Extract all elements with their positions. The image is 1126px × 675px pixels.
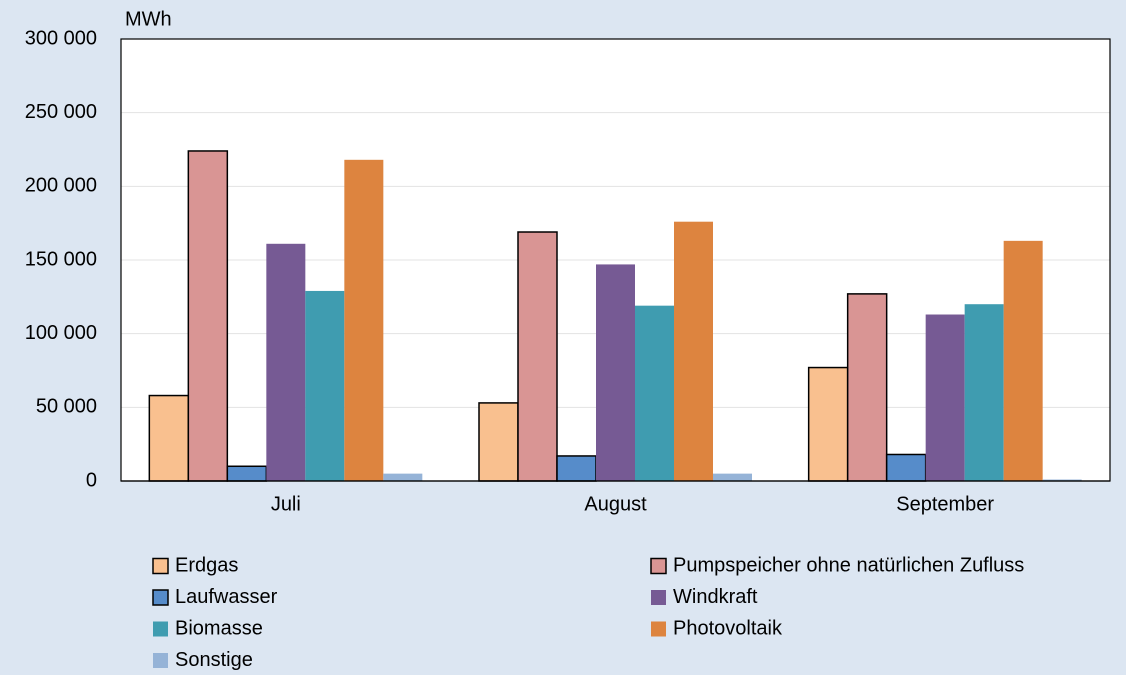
legend-label: Photovoltaik — [673, 617, 783, 639]
bar — [635, 305, 674, 481]
bar — [1003, 240, 1043, 481]
legend-swatch — [153, 621, 168, 637]
bar — [383, 473, 423, 481]
bar — [148, 394, 190, 482]
x-tick-label: Juli — [271, 493, 301, 515]
bar — [344, 159, 384, 481]
bar — [964, 304, 1004, 481]
legend-label: Windkraft — [673, 586, 758, 608]
legend-swatch — [650, 557, 667, 575]
bar — [517, 231, 558, 482]
bar — [187, 150, 229, 482]
bar — [846, 293, 888, 482]
bar — [807, 366, 849, 482]
y-tick-label: 150 000 — [25, 248, 97, 270]
y-tick-label: 100 000 — [25, 322, 97, 344]
legend-label: Pumpspeicher ohne natürlichen Zufluss — [673, 554, 1024, 576]
legend-swatch — [651, 621, 666, 637]
y-tick-label: 250 000 — [25, 101, 97, 123]
bar — [713, 473, 752, 481]
y-tick-label: 300 000 — [25, 27, 97, 49]
legend-swatch — [152, 557, 169, 575]
y-axis-label: MWh — [125, 8, 172, 30]
x-tick-label: August — [584, 493, 647, 515]
bar — [556, 455, 597, 482]
legend-swatch — [152, 589, 169, 606]
bar — [226, 465, 268, 482]
y-tick-label: 50 000 — [36, 396, 97, 418]
bar — [674, 221, 713, 481]
bar — [266, 243, 306, 481]
bar — [596, 264, 635, 481]
legend-swatch — [153, 653, 168, 668]
y-tick-label: 200 000 — [25, 175, 97, 197]
bar — [1042, 479, 1082, 481]
bar — [925, 314, 965, 481]
legend-label: Laufwasser — [175, 586, 278, 608]
x-tick-label: September — [896, 493, 994, 515]
legend-label: Erdgas — [175, 554, 238, 576]
legend-label: Sonstige — [175, 649, 253, 671]
bar — [305, 290, 345, 481]
bar — [885, 453, 927, 482]
y-tick-label: 0 — [86, 469, 97, 491]
legend-swatch — [651, 590, 666, 605]
bar — [478, 402, 519, 482]
legend-label: Biomasse — [175, 617, 263, 639]
